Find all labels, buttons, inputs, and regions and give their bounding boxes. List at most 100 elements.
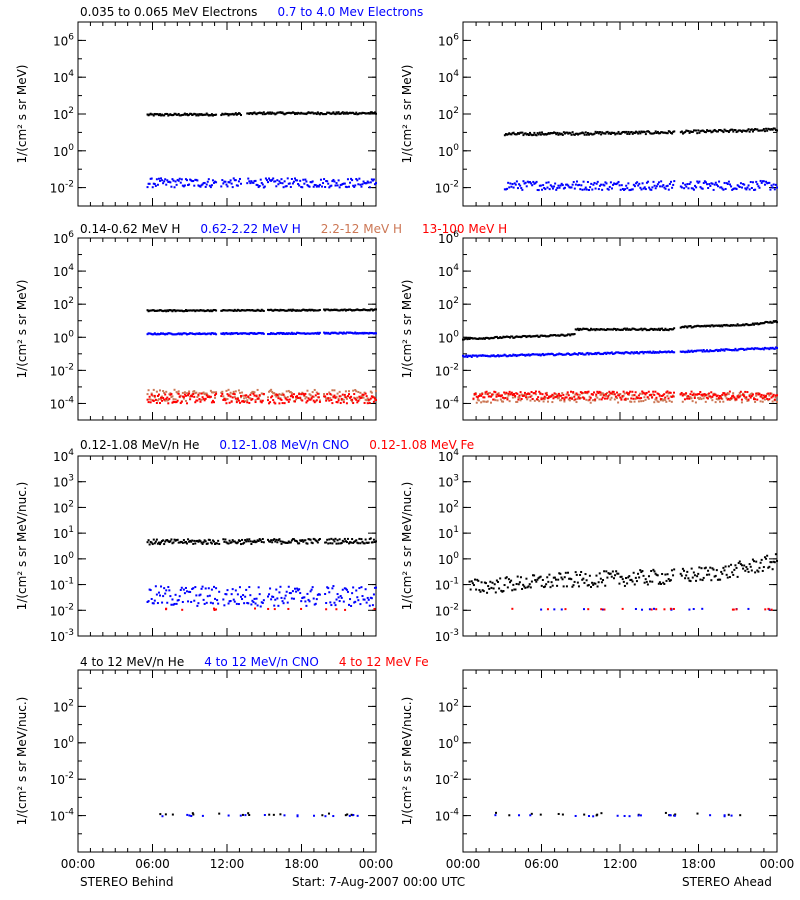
- data-point: [504, 396, 507, 399]
- data-point: [352, 389, 355, 392]
- data-point: [233, 600, 236, 603]
- data-point: [720, 570, 723, 573]
- data-point: [572, 584, 575, 587]
- data-point: [309, 398, 312, 401]
- data-point: [312, 332, 315, 335]
- data-point: [314, 184, 317, 187]
- data-point: [226, 112, 229, 115]
- data-point: [272, 112, 275, 115]
- data-point: [645, 351, 648, 354]
- data-point: [557, 812, 560, 815]
- data-point: [185, 113, 188, 116]
- data-point: [756, 569, 759, 572]
- data-point: [372, 332, 375, 335]
- data-point: [171, 178, 174, 181]
- data-point: [726, 348, 729, 351]
- data-point: [540, 396, 543, 399]
- data-point: [665, 351, 668, 354]
- data-point: [298, 184, 301, 187]
- data-point: [180, 178, 183, 181]
- data-point: [340, 308, 343, 311]
- data-point: [760, 393, 763, 396]
- data-point: [632, 327, 635, 330]
- data-point: [197, 309, 200, 312]
- data-point: [650, 188, 653, 191]
- data-point: [369, 111, 372, 114]
- data-point: [184, 178, 187, 181]
- data-point: [642, 130, 645, 133]
- data-point: [596, 351, 599, 354]
- data-point: [487, 392, 490, 395]
- data-point: [500, 354, 503, 357]
- data-point: [716, 398, 719, 401]
- data-point: [312, 597, 315, 600]
- data-point: [739, 394, 742, 397]
- data-point: [539, 354, 542, 357]
- data-point: [771, 395, 774, 398]
- data-point: [318, 537, 321, 540]
- data-point: [368, 331, 371, 334]
- data-point: [689, 393, 692, 396]
- data-point: [287, 111, 290, 114]
- data-point: [474, 354, 477, 357]
- data-point: [331, 331, 334, 334]
- data-point: [316, 396, 319, 399]
- data-point: [228, 539, 231, 542]
- data-point: [189, 309, 192, 312]
- data-point: [669, 391, 672, 394]
- data-point: [727, 397, 730, 400]
- data-point: [334, 537, 337, 540]
- data-point: [299, 309, 302, 312]
- data-point: [698, 393, 701, 396]
- data-point: [262, 309, 265, 312]
- data-point: [234, 390, 237, 393]
- data-point: [286, 309, 289, 312]
- data-point: [261, 601, 264, 604]
- data-point: [533, 335, 536, 338]
- data-point: [259, 310, 262, 313]
- data-point: [541, 188, 544, 191]
- data-point: [306, 332, 309, 335]
- data-point: [160, 541, 163, 544]
- data-point: [603, 608, 606, 611]
- data-point: [614, 133, 617, 136]
- series-2: [161, 813, 359, 818]
- data-point: [757, 392, 760, 395]
- data-point: [653, 132, 656, 135]
- data-point: [652, 393, 655, 396]
- data-point: [600, 183, 603, 186]
- data-point: [635, 130, 638, 133]
- data-point: [584, 131, 587, 134]
- data-point: [573, 399, 576, 402]
- data-point: [372, 593, 375, 596]
- data-point: [305, 332, 308, 335]
- data-point: [691, 350, 694, 353]
- data-point: [232, 598, 235, 601]
- data-point: [167, 399, 170, 402]
- data-point: [296, 331, 299, 334]
- data-point: [269, 389, 272, 392]
- data-point: [325, 602, 328, 605]
- data-point: [199, 400, 202, 403]
- data-point: [610, 328, 613, 331]
- data-point: [644, 133, 647, 136]
- data-point: [739, 814, 742, 817]
- row-header-4: 4 to 12 MeV/n He 4 to 12 MeV/n CNO 4 to 12…: [80, 655, 429, 669]
- data-point: [358, 309, 361, 312]
- data-point: [286, 541, 289, 544]
- data-point: [295, 309, 298, 312]
- data-point: [227, 309, 230, 312]
- data-point: [689, 350, 692, 353]
- data-point: [181, 391, 184, 394]
- data-point: [231, 112, 234, 115]
- data-point: [528, 354, 531, 357]
- data-point: [185, 590, 188, 593]
- data-point: [328, 309, 331, 312]
- data-point: [194, 392, 197, 395]
- data-point: [342, 600, 345, 603]
- data-point: [149, 401, 152, 404]
- data-point: [566, 392, 569, 395]
- data-point: [758, 186, 761, 189]
- data-point: [215, 542, 218, 545]
- data-point: [266, 595, 269, 598]
